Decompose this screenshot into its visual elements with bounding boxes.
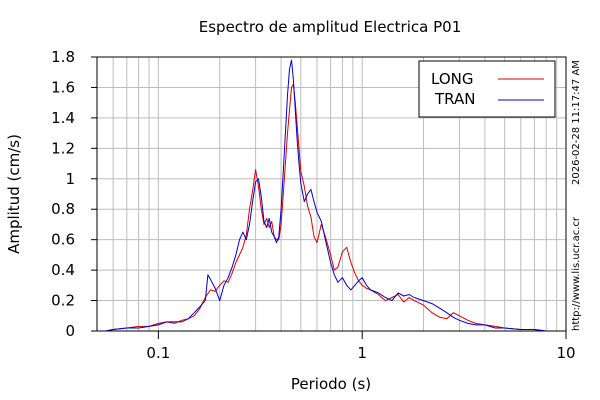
series-line-tran xyxy=(105,59,547,332)
legend-label-long: LONG xyxy=(431,70,473,88)
y-tick-label: 0.8 xyxy=(51,200,75,218)
legend: LONG TRAN xyxy=(418,60,556,118)
x-tick-label: 10 xyxy=(556,344,575,362)
y-tick-label: 1.4 xyxy=(51,109,75,127)
plot-area xyxy=(96,56,567,332)
y-tick-label: 0.6 xyxy=(51,231,75,249)
y-tick-label: 1.2 xyxy=(51,139,75,157)
chart-title: Espectro de amplitud Electrica P01 xyxy=(199,18,462,36)
x-tick-label: 1 xyxy=(357,344,367,362)
y-tick-label: 1.6 xyxy=(51,78,75,96)
legend-label-tran: TRAN xyxy=(434,90,475,108)
source-url-label: http://www.lis.ucr.ac.cr xyxy=(571,216,582,331)
x-tick-label: 0.1 xyxy=(146,344,170,362)
y-tick-label: 0 xyxy=(65,322,75,340)
legend-box xyxy=(418,60,556,118)
y-tick-label: 1 xyxy=(65,170,75,188)
y-tick-label: 1.8 xyxy=(51,48,75,66)
series-line-long xyxy=(105,83,547,332)
y-tick-label: 0.4 xyxy=(51,261,75,279)
y-axis-label: Amplitud (cm/s) xyxy=(5,134,23,254)
y-tick-label: 0.2 xyxy=(51,292,75,310)
x-axis-label: Periodo (s) xyxy=(291,375,371,393)
y-axis-ticks: 0 0.2 0.4 0.6 0.8 1 1.2 1.4 1.6 1.8 xyxy=(51,48,97,340)
timestamp-label: 2026-02-28 11:17:47 AM xyxy=(571,60,582,185)
x-axis-ticks: 0.1 1 10 xyxy=(146,331,576,362)
series-layer xyxy=(105,59,547,332)
